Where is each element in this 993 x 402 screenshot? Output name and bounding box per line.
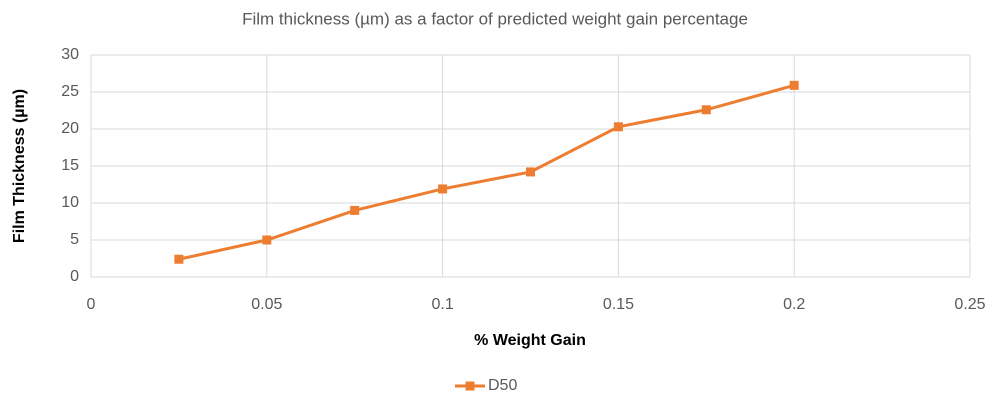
x-tick-label: 0.05 xyxy=(251,296,282,313)
x-tick-label: 0.1 xyxy=(431,296,453,313)
y-tick-label: 15 xyxy=(61,157,79,174)
data-point xyxy=(789,80,799,90)
y-tick-label: 30 xyxy=(61,46,79,63)
y-tick-label: 25 xyxy=(61,83,79,100)
data-point xyxy=(526,167,535,177)
data-point xyxy=(613,122,623,132)
y-tick-label: 5 xyxy=(70,231,79,248)
y-tick-label: 20 xyxy=(61,120,79,137)
x-tick-label: 0.15 xyxy=(603,296,634,313)
x-tick-label: 0.25 xyxy=(954,296,985,313)
x-axis-label: % Weight Gain xyxy=(474,332,586,349)
data-point xyxy=(174,254,184,264)
legend-marker xyxy=(465,381,475,391)
y-axis-label: Film Thickness (µm) xyxy=(11,89,28,243)
x-tick-label: 0.2 xyxy=(783,296,805,313)
data-point xyxy=(701,105,711,115)
chart-title: Film thickness (µm) as a factor of predi… xyxy=(242,9,748,28)
data-point xyxy=(438,184,448,194)
legend-label: D50 xyxy=(488,377,517,394)
data-point xyxy=(262,235,272,245)
y-tick-label: 0 xyxy=(70,268,79,285)
x-tick-label: 0 xyxy=(87,296,96,313)
data-point xyxy=(350,205,360,215)
series-line xyxy=(178,83,795,261)
y-tick-label: 10 xyxy=(61,194,79,211)
